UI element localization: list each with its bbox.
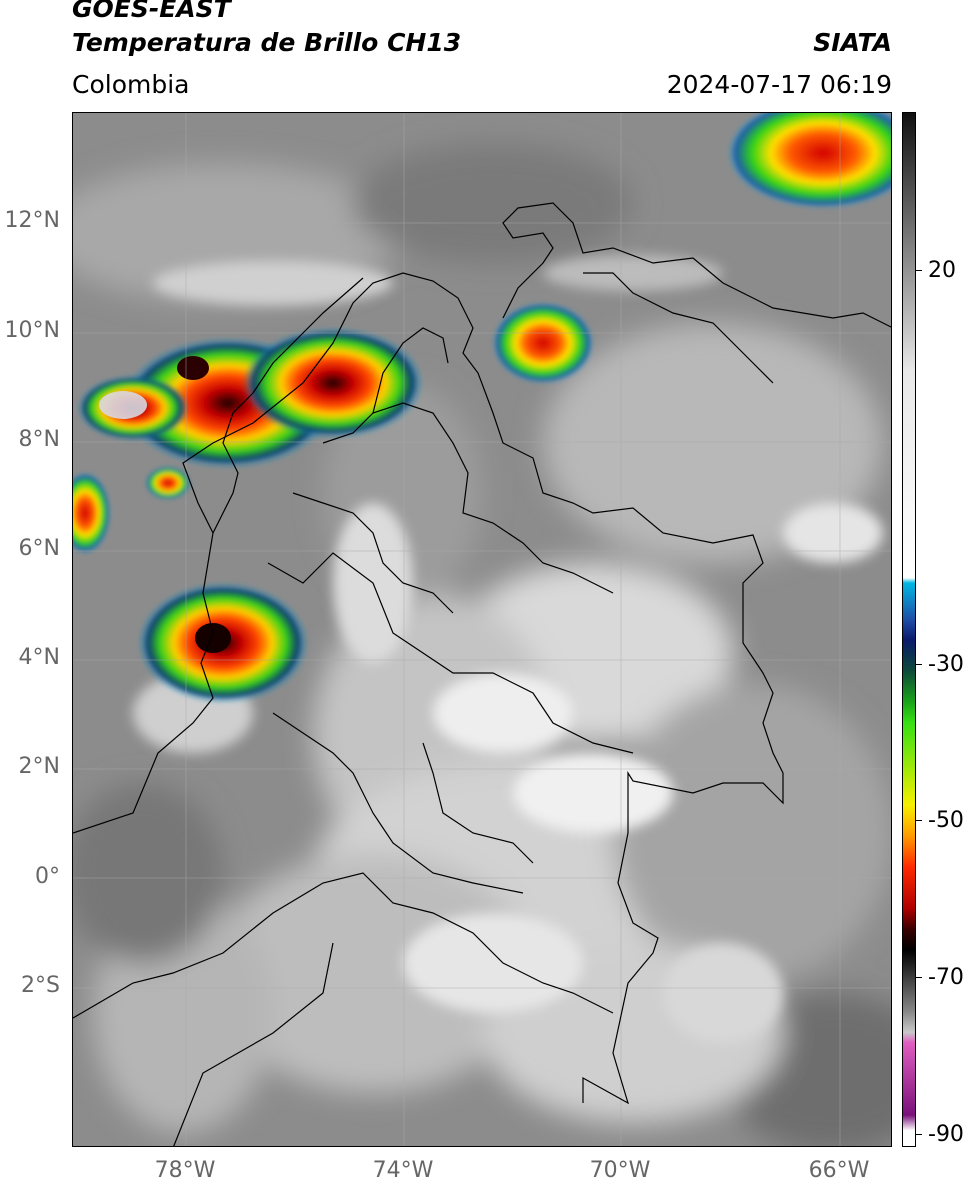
colorbar bbox=[902, 112, 916, 1147]
brand-label: SIATA bbox=[813, 28, 892, 57]
lon-label: 74°W bbox=[372, 1158, 434, 1183]
colorbar-label: -90 bbox=[928, 1122, 964, 1147]
lat-label: 8°N bbox=[18, 427, 60, 452]
lat-label: 10°N bbox=[4, 318, 60, 343]
colorbar-tick bbox=[916, 1134, 922, 1135]
colorbar-tick bbox=[916, 820, 922, 821]
lat-label: 2°N bbox=[18, 754, 60, 779]
satellite-title: GOES-EAST bbox=[72, 0, 231, 23]
colorbar-tick bbox=[916, 270, 922, 271]
lat-label: 4°N bbox=[18, 645, 60, 670]
map-canvas bbox=[73, 113, 891, 1146]
lat-label: 12°N bbox=[4, 208, 60, 233]
lon-label: 78°W bbox=[154, 1158, 216, 1183]
lat-label: 0° bbox=[35, 864, 60, 889]
convective-storms bbox=[73, 113, 891, 703]
colorbar-tick bbox=[916, 664, 922, 665]
lat-label: 2°S bbox=[21, 973, 60, 998]
colorbar-label: -30 bbox=[928, 652, 964, 677]
region-label: Colombia bbox=[72, 70, 190, 99]
datetime-label: 2024-07-17 06:19 bbox=[666, 70, 892, 99]
colorbar-tick bbox=[916, 977, 922, 978]
cloud-detail bbox=[133, 255, 883, 1043]
satellite-map[interactable] bbox=[72, 112, 892, 1147]
lat-label: 6°N bbox=[18, 536, 60, 561]
lon-label: 70°W bbox=[589, 1158, 651, 1183]
product-title: Temperatura de Brillo CH13 bbox=[72, 28, 462, 57]
lon-label: 66°W bbox=[808, 1158, 870, 1183]
boundaries bbox=[73, 202, 891, 1146]
colorbar-label: 20 bbox=[928, 258, 956, 283]
colorbar-label: -50 bbox=[928, 808, 964, 833]
colorbar-label: -70 bbox=[928, 965, 964, 990]
